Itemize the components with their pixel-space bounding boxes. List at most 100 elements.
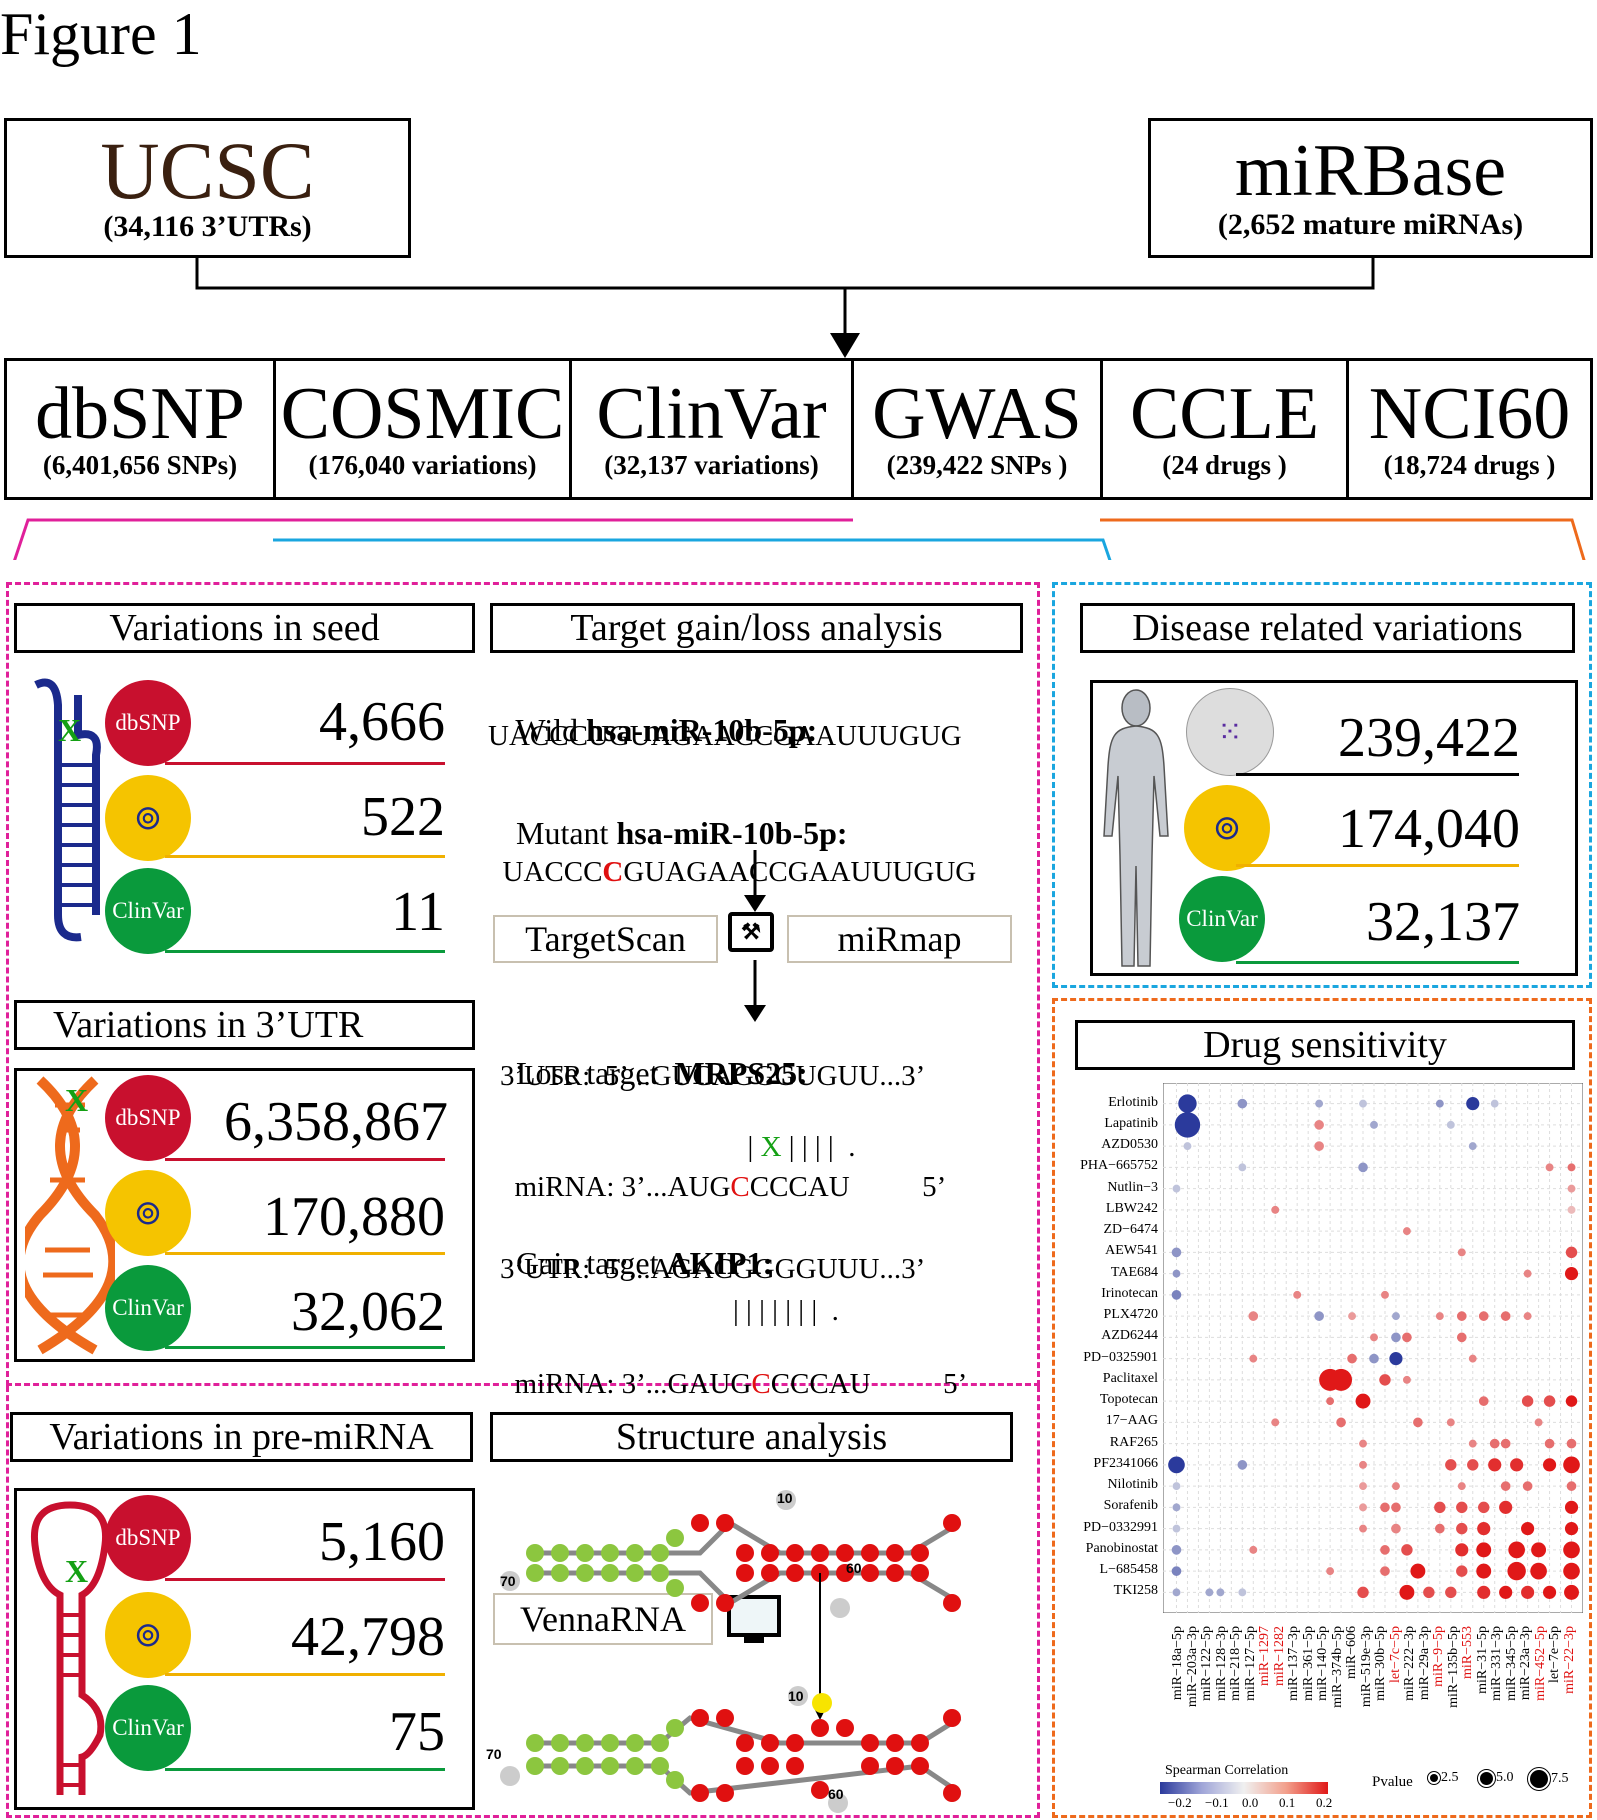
- corr-tick-label: 0.2: [1316, 1795, 1333, 1810]
- drug-row-label: AZD6244: [1101, 1328, 1158, 1344]
- correlation-dot: [1523, 1269, 1532, 1278]
- structure-pos10-mutant: 10: [788, 1688, 804, 1704]
- drug-row-label: PF2341066: [1093, 1455, 1158, 1471]
- mirna-column-label: miR−331−3p: [1489, 1626, 1505, 1701]
- seed-cosmic-logo: ⊚: [105, 775, 191, 861]
- corr-tick-label: −0.1: [1205, 1795, 1229, 1810]
- correlation-dot: [1271, 1205, 1280, 1214]
- drug-row-label: ZD−6474: [1103, 1222, 1158, 1238]
- drug-row-label: AZD0530: [1101, 1137, 1158, 1153]
- computer-tool-icon: ⚒: [728, 912, 774, 952]
- gain-mirna-a: miRNA: 3’...GAUG: [514, 1368, 752, 1400]
- mirna-column-label: miR−606: [1344, 1626, 1360, 1680]
- correlation-dot: [1172, 1482, 1181, 1491]
- db-clinvar-name: ClinVar: [596, 373, 827, 456]
- correlation-dot: [1271, 1418, 1280, 1427]
- seed-clinvar-count: 11: [391, 881, 445, 943]
- disease-cosmic-logo: ⊚: [1184, 785, 1270, 871]
- correlation-dot: [1563, 1541, 1580, 1559]
- correlation-dot: [1359, 1524, 1367, 1533]
- correlation-dot: [1178, 1094, 1197, 1113]
- premirna-panel: [14, 1488, 475, 1810]
- correlation-dot: [1445, 1586, 1457, 1599]
- correlation-dot: [1446, 1418, 1455, 1427]
- drug-row-label: PLX4720: [1103, 1307, 1158, 1323]
- correlation-dot: [1359, 1439, 1367, 1448]
- db-nci60: NCI60 (18,724 drugs ): [1346, 358, 1593, 500]
- drug-row-label: Panobinostat: [1085, 1540, 1158, 1556]
- correlation-dot: [1567, 1205, 1576, 1214]
- correlation-dot: [1542, 1585, 1557, 1599]
- correlation-dot: [1521, 1395, 1534, 1407]
- correlation-dot: [1478, 1311, 1489, 1321]
- utr-dbsnp-count: 6,358,867: [224, 1091, 448, 1153]
- drug-row-label: Topotecan: [1099, 1392, 1158, 1408]
- disease-cosmic-count: 174,040: [1338, 798, 1520, 860]
- ucsc-box: UCSC (34,116 3’UTRs): [4, 118, 411, 258]
- utr-cosmic-logo: ⊚: [105, 1170, 191, 1256]
- mutant-prefix: Mutant: [516, 815, 617, 851]
- correlation-dot: [1468, 1142, 1477, 1151]
- premirna-dbsnp-logo: dbSNP: [105, 1495, 191, 1581]
- correlation-dot: [1315, 1099, 1324, 1108]
- seed-dbsnp-underline: [165, 762, 445, 765]
- disease-clinvar-count: 32,137: [1366, 891, 1520, 953]
- disease-gwas-count: 239,422: [1338, 707, 1520, 769]
- pvalue-size-dot: [1427, 1771, 1441, 1785]
- pink-dashed-region-lower: [6, 1386, 1040, 1818]
- correlation-dot: [1477, 1585, 1491, 1599]
- wild-sequence: UACCCUGUAGAACCGAAUUUGUG: [488, 720, 962, 752]
- mirna-column-label: miR−30b−5p: [1373, 1626, 1389, 1701]
- correlation-dot: [1530, 1562, 1547, 1580]
- lose-mismatch-mark: X: [760, 1131, 782, 1163]
- lose-mirna-base: C: [730, 1171, 750, 1203]
- mirna-column-label: let−7e−5p: [1547, 1626, 1563, 1683]
- drug-row-label: AEW541: [1105, 1243, 1158, 1259]
- mutant-seq-c: GUAGAACCGAAUUUGUG: [623, 856, 977, 888]
- structure-header: Structure analysis: [490, 1412, 1013, 1462]
- correlation-dot: [1476, 1542, 1492, 1558]
- drug-row-label: 17−AAG: [1105, 1413, 1158, 1429]
- disease-clinvar-underline: [1236, 961, 1519, 964]
- structure-pos70-mutant: 70: [486, 1746, 502, 1762]
- correlation-dot: [1457, 1482, 1466, 1491]
- correlation-dot: [1314, 1141, 1324, 1151]
- premirna-cosmic-logo: ⊚: [105, 1592, 191, 1678]
- ucsc-detail: (34,116 3’UTRs): [103, 209, 312, 243]
- mirna-column-label: miR−23a−3p: [1518, 1626, 1534, 1701]
- lose-mirna-c: CCCAU 5’: [749, 1171, 947, 1203]
- pink-dashed-region: [6, 582, 1040, 1386]
- correlation-dot: [1248, 1311, 1259, 1321]
- correlation-dot: [1565, 1395, 1578, 1407]
- mirbase-detail: (2,652 mature miRNAs): [1217, 208, 1524, 241]
- correlation-dot: [1521, 1585, 1535, 1599]
- utr-cosmic-count: 170,880: [263, 1186, 445, 1248]
- premirna-dbsnp-underline: [165, 1578, 445, 1581]
- correlation-dot: [1355, 1393, 1371, 1409]
- utr-dbsnp-underline: [165, 1158, 445, 1161]
- mutant-label: Mutant hsa-miR-10b-5p:: [500, 778, 848, 852]
- correlation-dot: [1531, 1542, 1547, 1558]
- correlation-dot: [1172, 1503, 1181, 1512]
- pvalue-legend-item: 2.5: [1427, 1770, 1459, 1786]
- rna-structure-mutant: [500, 1686, 962, 1813]
- mutant-seq-a: UACCC: [502, 856, 603, 888]
- mirna-column-label: miR−1297: [1257, 1626, 1273, 1687]
- drug-dot-plot: [1163, 1083, 1583, 1613]
- db-dbsnp: dbSNP (6,401,656 SNPs): [4, 358, 276, 500]
- corr-legend-title: Spearman Correlation: [1165, 1763, 1289, 1778]
- target-arrows: [744, 850, 766, 1022]
- structure-pos60-wild: 60: [846, 1560, 862, 1576]
- correlation-dot: [1359, 1503, 1367, 1512]
- rna-structure-wild: [500, 1490, 962, 1720]
- disease-header: Disease related variations: [1080, 603, 1575, 653]
- correlation-dot: [1468, 1354, 1477, 1363]
- gwas-logo: ⁙: [1186, 688, 1274, 776]
- correlation-dot: [1566, 1481, 1577, 1491]
- plot-frame: [1163, 1083, 1583, 1613]
- vennarna-tool: VennaRNA: [493, 1593, 713, 1645]
- lose-gene: MRPS25:: [674, 1055, 808, 1091]
- mutant-mirna-name: hsa-miR-10b-5p:: [616, 815, 848, 851]
- correlation-dot: [1359, 1099, 1367, 1108]
- drug-row-label: TAE684: [1110, 1264, 1158, 1280]
